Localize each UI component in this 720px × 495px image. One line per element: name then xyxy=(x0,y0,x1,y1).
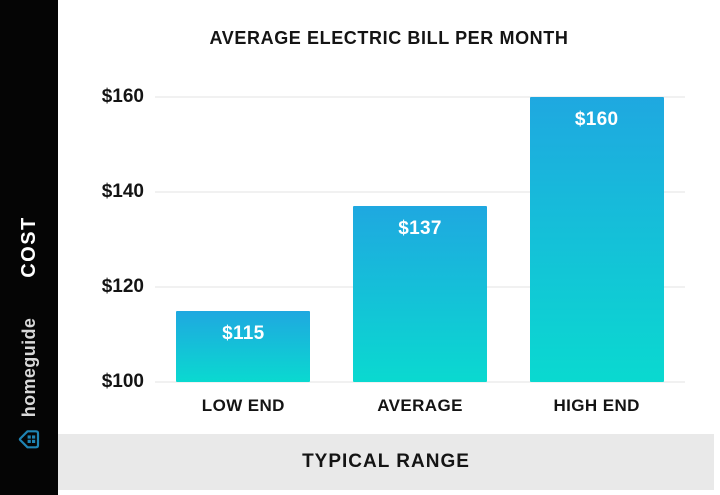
y-tick-label: $160 xyxy=(101,86,144,107)
y-tick-label: $120 xyxy=(101,276,144,297)
y-axis-title: COST xyxy=(18,216,40,278)
x-category-label: LOW END xyxy=(201,396,285,415)
brand-name: homeguide xyxy=(18,317,39,418)
bar-low-end: $115 xyxy=(176,310,311,382)
y-tick-label: $140 xyxy=(101,181,144,202)
gridline xyxy=(155,96,685,98)
bar-high-end: $160 xyxy=(529,97,664,382)
bar-value-label: $115 xyxy=(222,322,265,344)
x-category-label: AVERAGE xyxy=(377,396,463,415)
bar-value-label: $160 xyxy=(574,109,619,130)
x-axis-title-band: TYPICAL RANGE xyxy=(58,434,714,490)
chart-title: AVERAGE ELECTRIC BILL PER MONTH xyxy=(209,28,569,48)
homeguide-house-icon xyxy=(16,426,42,452)
bar-average: $137 xyxy=(353,206,487,382)
x-category-label: HIGH END xyxy=(553,396,640,415)
x-axis-title: TYPICAL RANGE xyxy=(302,451,470,472)
y-tick-label: $100 xyxy=(101,371,144,392)
brand-logo: homeguide xyxy=(16,318,42,453)
bar-value-label: $137 xyxy=(398,218,442,240)
gridline xyxy=(155,191,685,193)
gridline xyxy=(155,381,685,383)
sidebar: COST homeguide xyxy=(0,0,58,495)
